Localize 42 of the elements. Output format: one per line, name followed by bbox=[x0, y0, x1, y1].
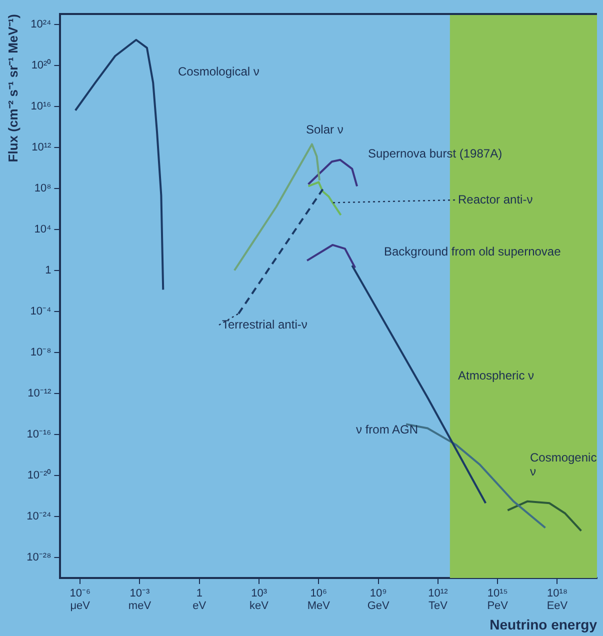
y-tick-label: 10⁻¹⁶ bbox=[26, 428, 52, 440]
x-tick-label: 10⁻⁶ bbox=[70, 588, 90, 600]
y-tick-label: 10⁻²⁰ bbox=[27, 468, 52, 482]
y-tick-label: 10¹⁶ bbox=[30, 100, 52, 112]
series-label: Terrestrial anti-ν bbox=[222, 317, 308, 332]
x-tick-label: 10⁶ bbox=[310, 588, 328, 600]
text: MeV bbox=[307, 600, 331, 612]
text: keV bbox=[250, 600, 270, 612]
y-tick-label: 10⁻²⁸ bbox=[26, 552, 52, 564]
y-tick-label: 10⁻⁴ bbox=[30, 305, 52, 318]
text: μeV bbox=[70, 600, 91, 612]
x-tick-label: 10¹² bbox=[428, 588, 448, 600]
x-tick-label: 10³ bbox=[251, 588, 268, 600]
y-tick-label: 10¹² bbox=[32, 141, 52, 154]
y-tick-label: 10⁻¹² bbox=[28, 387, 52, 400]
y-tick-label: 1 bbox=[45, 264, 52, 276]
y-tick-label: 10⁴ bbox=[34, 223, 52, 236]
x-tick-label: 1 bbox=[196, 588, 202, 600]
y-tick-label: 10²⁰ bbox=[31, 58, 52, 72]
text: Cosmological ν bbox=[178, 64, 260, 78]
text: GeV bbox=[367, 600, 390, 612]
text: Atmospheric ν bbox=[458, 368, 534, 382]
x-axis-title: Neutrino energy bbox=[490, 616, 598, 632]
y-tick-label: 10⁻⁸ bbox=[30, 346, 52, 358]
x-tick-label: 10¹⁵ bbox=[487, 588, 508, 600]
text: Reactor anti-ν bbox=[458, 192, 533, 206]
y-tick-label: 10⁸ bbox=[34, 182, 52, 194]
x-tick-label: 10⁻³ bbox=[130, 588, 150, 600]
y-tick-label: 10⁻²⁴ bbox=[26, 510, 52, 523]
x-tick-label: 10¹⁸ bbox=[546, 588, 568, 600]
series-label: ν from AGN bbox=[356, 422, 418, 436]
series-label: Cosmogenic ν bbox=[530, 450, 597, 478]
text: meV bbox=[128, 600, 152, 612]
text: Background from old supernovae bbox=[384, 244, 562, 258]
y-axis-title: Flux (cm⁻² s⁻¹ sr⁻¹ MeV⁻¹) bbox=[5, 14, 20, 162]
y-tick-label: 10²⁴ bbox=[30, 18, 52, 30]
series-label: Solar ν bbox=[306, 122, 344, 136]
text: TeV bbox=[428, 600, 448, 612]
text: EeV bbox=[546, 600, 568, 612]
text: eV bbox=[192, 600, 207, 612]
x-tick-label: 10⁹ bbox=[370, 588, 387, 600]
text: PeV bbox=[487, 600, 509, 612]
